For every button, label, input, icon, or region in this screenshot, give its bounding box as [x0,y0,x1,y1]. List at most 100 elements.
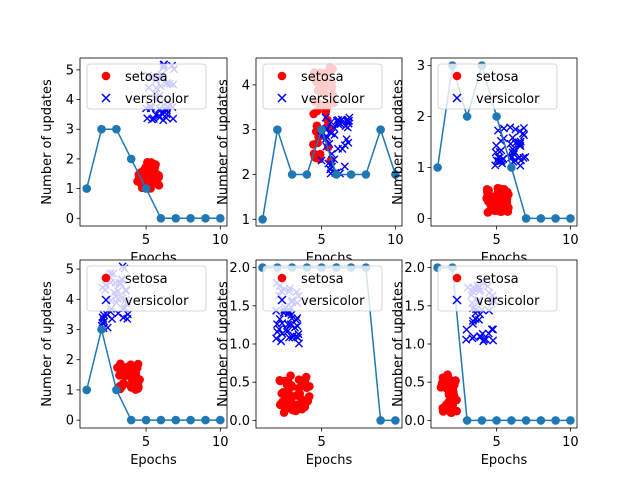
y-tick-label: 0 [417,212,425,227]
updates-marker [521,416,531,425]
versicolor-point [474,315,484,324]
versicolor-point [468,316,477,326]
x-tick-label: 10 [212,435,229,450]
updates-marker [216,415,225,425]
setosa-point [492,195,502,205]
updates-marker [258,215,267,224]
versicolor-point [516,137,525,146]
legend: setosa versicolor [86,63,207,110]
y-axis-label: Number of updates [40,79,55,205]
y-tick-label: 2.0 [404,261,425,276]
y-tick-label: 4 [66,293,74,308]
y-tick-label: 1.0 [229,338,250,353]
legend-versicolor-marker [277,295,287,305]
versicolor-point [287,314,296,323]
updates-marker [346,170,356,179]
legend-box [262,63,383,110]
versicolor-point [484,329,493,338]
updates-marker [566,416,575,425]
subplot-5: 5 0.0 0.5 1.0 1.5 2.0 Epochs Number of updates s… [216,259,403,468]
axes-frame [79,259,228,429]
updates-marker [361,170,371,179]
setosa-point [152,169,161,179]
legend-setosa-label: setosa [301,70,344,85]
versicolor-point [519,131,529,140]
versicolor-point [272,334,281,343]
updates-line [437,266,571,422]
versicolor-point [282,325,291,334]
versicolor-point [292,315,301,325]
versicolor-point [462,335,471,344]
versicolor-point [100,317,109,326]
legend-box [86,63,207,110]
legend-setosa-label: setosa [125,70,168,85]
y-tick-label: 4 [242,78,250,93]
setosa-point [150,161,160,171]
x-tick-label: 10 [212,233,229,248]
updates-marker [112,124,121,134]
setosa-point [294,375,304,385]
setosa-point [447,408,456,418]
versicolor-point [492,156,501,165]
setosa-point [292,400,301,410]
y-tick-label: 0.0 [229,414,250,429]
updates-marker [376,125,385,134]
versicolor-point [491,148,500,157]
versicolor-point [273,327,282,336]
legend-box [437,265,558,312]
setosa-point [291,406,301,416]
updates-marker [317,125,326,134]
x-tick-label: 5 [317,233,325,248]
versicolor-point [284,333,294,342]
y-tick-label: 2 [66,152,74,167]
setosa-point [309,109,319,119]
versicolor-point [462,325,471,334]
legend: setosa versicolor [437,63,558,110]
versicolor-point [317,156,326,165]
updates-marker [391,170,400,179]
axes-frame [430,57,578,227]
versicolor-point [340,162,349,171]
setosa-point [451,376,460,385]
updates-marker [376,416,385,425]
versicolor-point [516,156,525,165]
versicolor-point [326,118,336,127]
updates-marker [171,214,181,223]
updates-line [85,128,221,220]
versicolor-point [506,123,515,132]
versicolor-point [284,320,293,329]
updates-marker [156,214,166,223]
x-tick-label: 10 [387,233,404,248]
setosa-point [147,177,157,186]
x-tick-label: 5 [142,435,150,450]
y-tick-label: 1 [66,182,74,197]
updates-marker [186,214,195,223]
x-axis-label: Epochs [130,453,177,468]
setosa-point [504,190,513,199]
setosa-point [278,397,287,407]
x-tick-label: 10 [562,233,579,248]
updates-marker [551,416,560,425]
legend-versicolor-marker [277,93,287,103]
legend-versicolor-marker [101,93,111,103]
setosa-point [115,371,124,380]
updates-marker [302,170,312,179]
updates-marker [126,415,136,425]
y-axis-label: Number of updates [216,79,231,205]
x-tick-label: 5 [492,435,500,450]
versicolor-point [344,119,353,128]
y-tick-label: 4 [66,93,74,108]
updates-marker [536,416,546,425]
versicolor-point [169,114,178,123]
y-tick-label: 3 [66,323,74,338]
y-axis-label: Number of updates [40,281,55,407]
versicolor-point [476,331,485,341]
versicolor-point [488,336,498,345]
setosa-point [300,402,310,412]
legend-setosa-label: setosa [125,272,168,287]
versicolor-point [99,314,108,323]
updates-marker [521,214,531,223]
updates-marker [477,416,487,425]
